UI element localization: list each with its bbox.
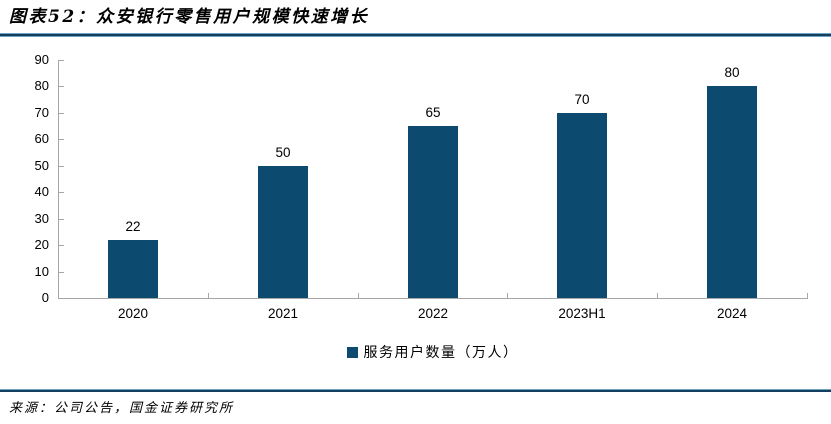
y-axis-tick-label: 0 (41, 290, 49, 305)
y-axis-tick (59, 60, 64, 61)
chart-legend: 服务用户数量（万人） (58, 343, 807, 361)
y-axis-tick (59, 298, 64, 299)
y-axis-tick (59, 113, 64, 114)
chart-title: 图表52：众安银行零售用户规模快速增长 (9, 7, 370, 27)
y-axis-tick-label: 50 (34, 158, 49, 173)
x-category-label: 2021 (267, 306, 299, 321)
x-axis-tick (807, 293, 808, 298)
legend-label: 服务用户数量（万人） (363, 344, 519, 360)
y-axis-tick-label: 70 (34, 105, 49, 120)
x-category-label: 2022 (417, 306, 449, 321)
source-note: 来源：公司公告，国金证券研究所 (9, 401, 235, 416)
x-category-label: 2020 (117, 306, 149, 321)
y-axis-tick-label: 90 (34, 52, 49, 67)
x-axis-tick (208, 293, 209, 298)
x-axis-tick (657, 293, 658, 298)
x-category-label: 2024 (716, 306, 748, 321)
bar-value-label: 22 (125, 219, 141, 234)
y-axis-tick (59, 86, 64, 87)
bar-value-label: 80 (724, 65, 740, 80)
y-axis-tick-label: 30 (34, 211, 49, 226)
y-axis-tick (59, 139, 64, 140)
y-axis-tick-label: 40 (34, 184, 49, 199)
legend-square-icon (346, 346, 358, 358)
y-axis-tick-label: 80 (34, 78, 49, 93)
y-axis-line (58, 60, 59, 298)
bar-value-label: 70 (574, 92, 590, 107)
title-divider (0, 33, 831, 37)
y-axis-tick (59, 192, 64, 193)
x-axis-tick (58, 293, 59, 298)
footer-divider (0, 389, 831, 392)
y-axis-tick (59, 272, 64, 273)
x-category-label: 2023H1 (558, 306, 606, 321)
x-axis-tick (358, 293, 359, 298)
x-axis-tick (507, 293, 508, 298)
y-axis-tick (59, 219, 64, 220)
bar-2022 (408, 126, 458, 298)
y-axis-tick (59, 245, 64, 246)
bar-value-label: 50 (275, 145, 291, 160)
bar-2021 (258, 166, 308, 298)
y-axis-tick-label: 20 (34, 237, 49, 252)
y-axis-tick-label: 10 (34, 264, 49, 279)
y-axis-tick (59, 166, 64, 167)
bar-2024 (707, 86, 757, 298)
y-axis-tick-label: 60 (34, 131, 49, 146)
x-axis-line (58, 298, 808, 299)
bar-value-label: 65 (425, 105, 441, 120)
bar-2023H1 (557, 113, 607, 298)
bar-2020 (108, 240, 158, 298)
